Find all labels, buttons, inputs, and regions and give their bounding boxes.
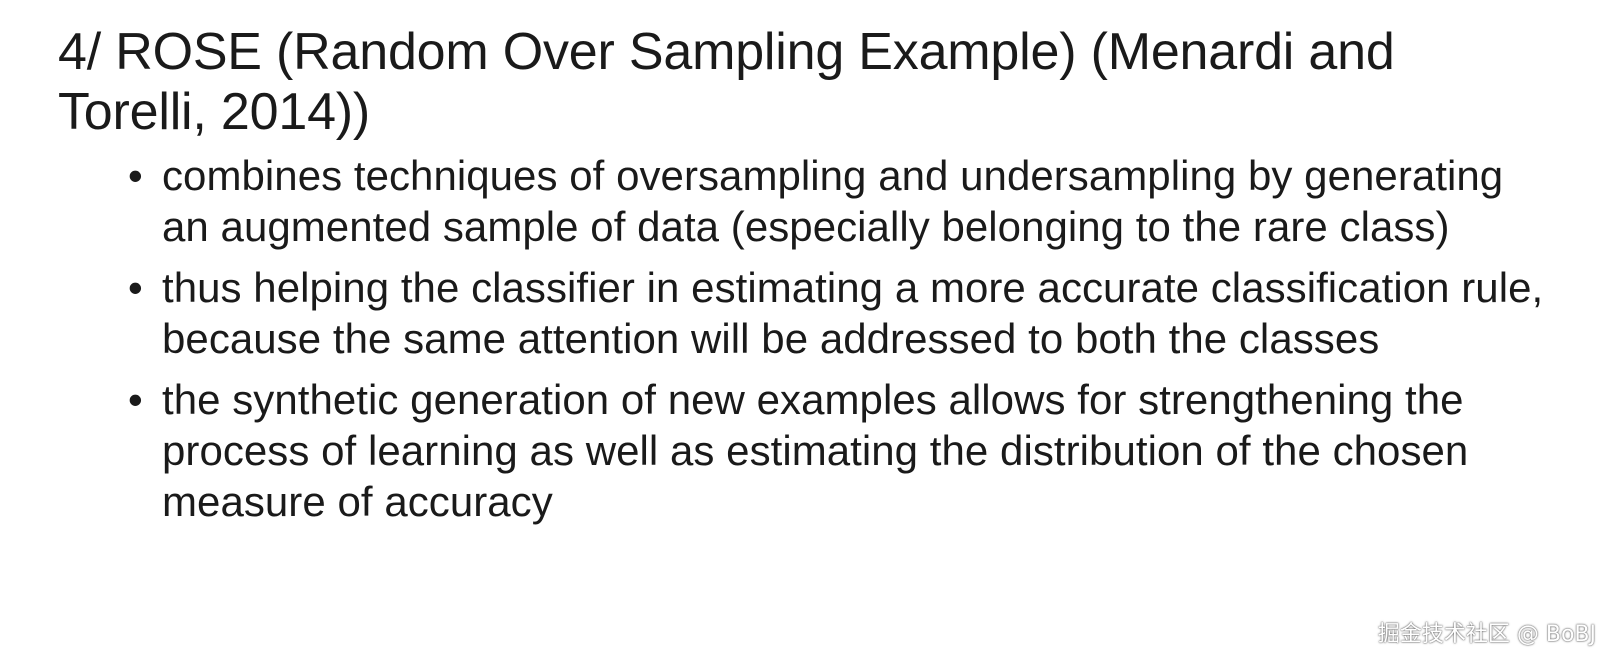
- bullet-list: • combines techniques of oversampling an…: [128, 150, 1548, 537]
- bullet-dot-icon: •: [128, 376, 143, 423]
- bullet-item: • thus helping the classifier in estimat…: [128, 262, 1548, 364]
- bullet-dot-icon: •: [128, 152, 143, 199]
- watermark: 掘金技术社区 @ BoBJ: [1377, 622, 1596, 647]
- bullet-item: • the synthetic generation of new exampl…: [128, 374, 1548, 527]
- bullet-text: combines techniques of oversampling and …: [162, 152, 1504, 250]
- slide-title: 4/ ROSE (Random Over Sampling Example) (…: [58, 23, 1395, 141]
- bullet-item: • combines techniques of oversampling an…: [128, 150, 1548, 252]
- bullet-dot-icon: •: [128, 264, 143, 311]
- bullet-text: thus helping the classifier in estimatin…: [162, 264, 1544, 362]
- bullet-text: the synthetic generation of new examples…: [162, 376, 1469, 525]
